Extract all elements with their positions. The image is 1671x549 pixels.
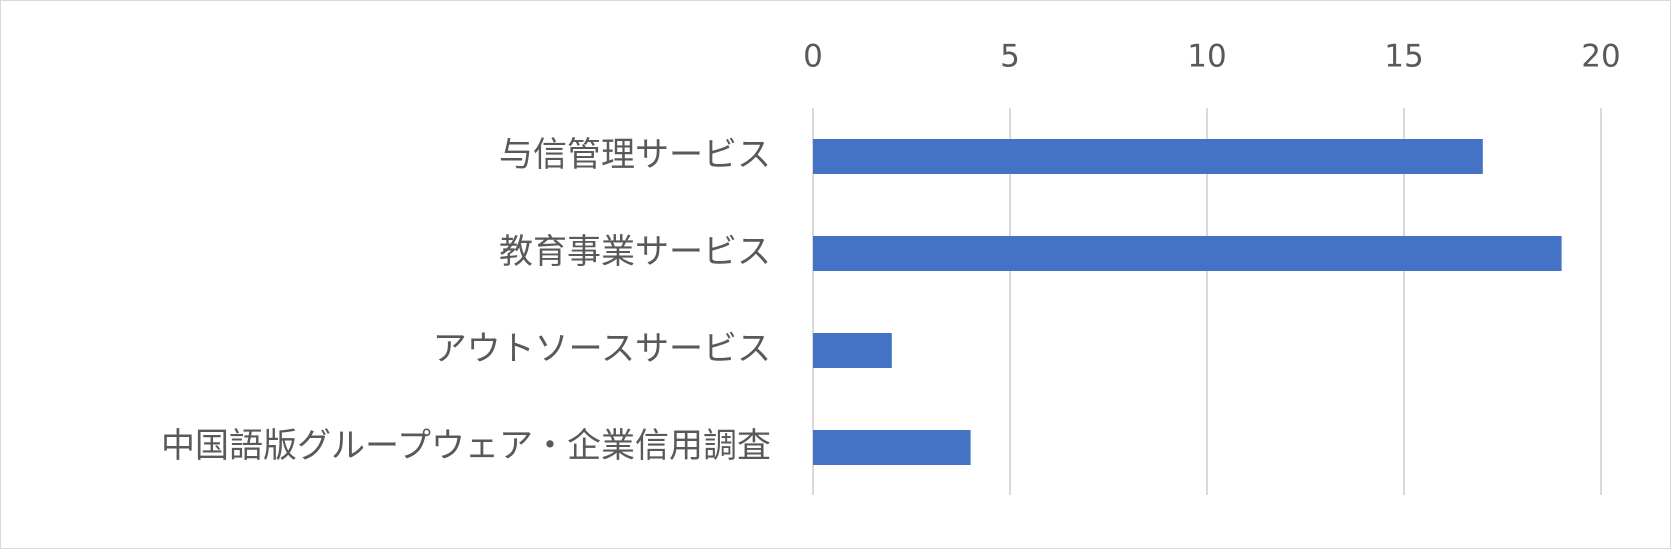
category-label: 与信管理サービス [499,135,771,175]
x-tick-label: 10 [1187,39,1226,75]
x-tick-label: 0 [803,39,823,75]
bar [813,333,892,368]
x-tick-label: 15 [1384,39,1423,75]
bar [813,139,1483,174]
bar [813,430,971,465]
category-label: 教育事業サービス [499,232,771,272]
bar [813,236,1562,271]
x-tick-label: 5 [1000,39,1020,75]
category-label: 中国語版グループウェア・企業信用調査 [161,426,771,466]
x-axis-ticks: 0 5 10 15 20 [803,39,1621,75]
x-tick-label: 20 [1581,39,1620,75]
category-label: アウトソースサービス [433,329,771,369]
bars [813,139,1562,465]
category-labels: 与信管理サービス教育事業サービスアウトソースサービス中国語版グループウェア・企業… [161,135,771,466]
